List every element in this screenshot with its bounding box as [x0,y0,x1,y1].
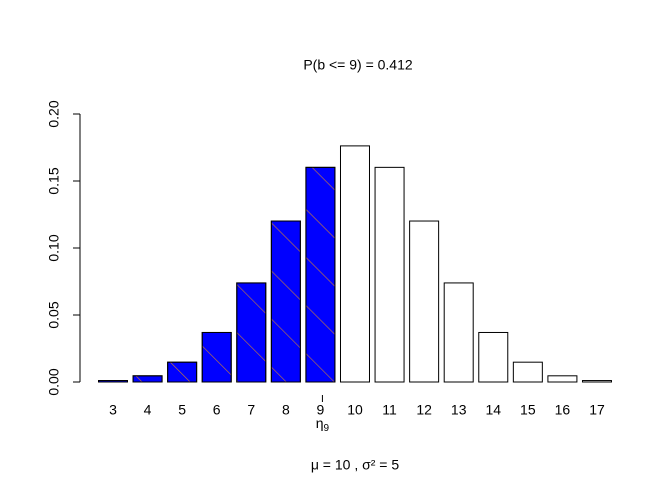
x-tick-label: 8 [282,402,290,418]
x-tick-label: 3 [109,402,117,418]
x-tick-label: 13 [451,402,467,418]
x-tick-label: 10 [347,402,363,418]
bar [581,380,612,383]
chart-subtitle: μ = 10 , σ² = 5 [311,457,400,473]
x-tick-label: 6 [213,402,221,418]
annotation-symbol: η [316,415,324,431]
x-tick-label: 12 [416,402,432,418]
bar [374,166,405,383]
bar [547,375,578,383]
x-tick-label: 16 [555,402,571,418]
bar-hatch [305,166,336,383]
y-tick-label: 0.10 [46,234,62,261]
y-tick-label: 0.05 [46,301,62,328]
bar [443,282,474,383]
bar [339,145,370,383]
x-tick-label: 4 [144,402,152,418]
x-tick-label: 17 [589,402,605,418]
x-tick-label: 5 [178,402,186,418]
y-tick-label: 0.20 [46,100,62,127]
bar-hatch [201,331,232,383]
bar [478,331,509,383]
x-tick-label: 11 [382,402,397,418]
x-tick-label: 7 [247,402,255,418]
bar-hatch [98,380,128,383]
x-tick-label: 15 [520,402,536,418]
y-tick-label: 0.15 [46,167,62,194]
chart-title: P(b <= 9) = 0.412 [303,57,413,73]
bar [512,361,543,383]
x-tick-label: 14 [485,402,501,418]
bar-hatch [132,375,163,383]
annotation: η9 [316,415,330,434]
bar-hatch [167,361,198,383]
x-tick-label: 9 [317,402,325,418]
annotation-subscript: 9 [324,423,330,434]
bar-hatch [270,220,301,383]
bar [409,220,440,383]
y-tick-label: 0.00 [46,368,62,395]
bar-hatch [236,282,267,383]
